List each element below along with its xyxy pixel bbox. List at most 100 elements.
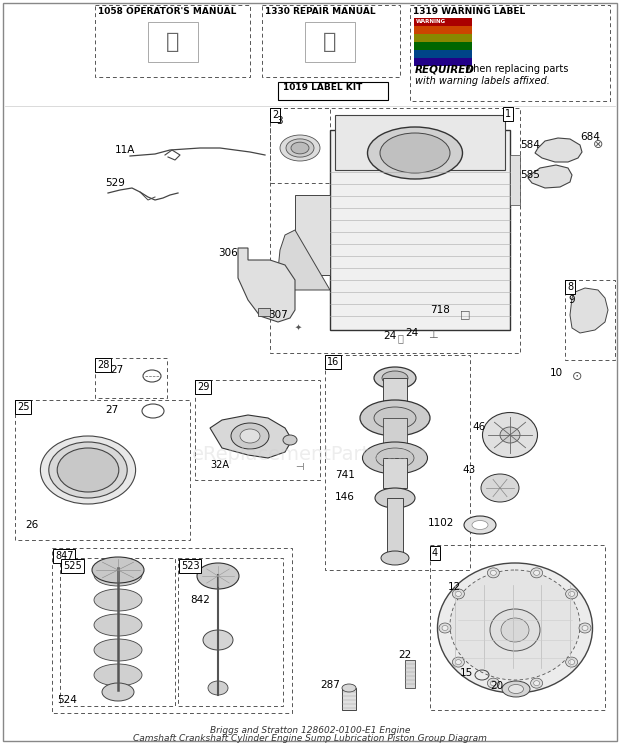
Ellipse shape [565,589,578,599]
Ellipse shape [490,571,497,575]
Text: 29: 29 [197,382,210,392]
Bar [95,5,250,77]
Text: 1058 OPERATOR'S MANUAL: 1058 OPERATOR'S MANUAL [98,7,236,16]
Ellipse shape [286,139,314,157]
Text: 524: 524 [57,695,77,705]
Bar [195,380,320,480]
Text: ✦: ✦ [295,323,302,332]
Text: 1019 LABEL KIT: 1019 LABEL KIT [283,83,362,92]
Polygon shape [528,165,572,188]
Text: 10: 10 [550,368,563,378]
Ellipse shape [380,133,450,173]
Bar [325,355,470,570]
Text: 12: 12 [448,582,461,592]
Bar [305,22,355,62]
Text: 1330 REPAIR MANUAL: 1330 REPAIR MANUAL [265,7,376,16]
Text: 15: 15 [460,668,473,678]
Text: ⊗: ⊗ [593,138,603,151]
Bar [270,108,330,183]
Bar [60,558,175,706]
Bar [95,358,167,398]
Ellipse shape [455,591,461,597]
Text: 25: 25 [17,402,30,412]
Ellipse shape [487,568,499,578]
Text: 146: 146 [335,492,355,502]
Text: 1102: 1102 [428,518,454,528]
Text: Camshaft Crankshaft Cylinder Engine Sump Lubrication Piston Group Diagram: Camshaft Crankshaft Cylinder Engine Sump… [133,734,487,743]
Ellipse shape [382,371,408,385]
Ellipse shape [360,400,430,436]
Text: □: □ [460,309,471,319]
Text: ⊣: ⊣ [295,462,304,472]
Ellipse shape [291,142,309,154]
Bar [52,548,292,713]
Ellipse shape [381,551,409,565]
Text: 523: 523 [181,561,200,571]
Ellipse shape [375,488,415,508]
Text: 1319 WARNING LABEL: 1319 WARNING LABEL [413,7,525,16]
Text: eReplacementParts.com: eReplacementParts.com [192,446,428,464]
Ellipse shape [531,568,542,578]
Polygon shape [570,288,608,333]
Bar [414,26,472,33]
Text: 287: 287 [320,680,340,690]
Text: with warning labels affixed.: with warning labels affixed. [415,76,550,86]
Bar [387,498,403,558]
Text: 8: 8 [567,282,573,292]
Bar [414,34,472,42]
Bar [430,545,605,710]
Text: 307: 307 [268,310,288,320]
Text: 📗: 📗 [166,32,180,52]
Text: 📗: 📗 [323,32,337,52]
Bar [414,50,472,57]
Text: 24: 24 [383,331,396,341]
Ellipse shape [231,423,269,449]
Ellipse shape [40,436,136,504]
Text: 4: 4 [432,548,438,558]
Ellipse shape [368,127,463,179]
Text: ⊙: ⊙ [572,370,583,383]
Ellipse shape [569,660,575,664]
Text: 22: 22 [398,650,411,660]
Text: WARNING: WARNING [416,19,446,24]
Text: 24: 24 [405,328,418,338]
Ellipse shape [102,683,134,701]
Ellipse shape [490,681,497,686]
Ellipse shape [482,412,538,458]
Ellipse shape [203,630,233,650]
Ellipse shape [374,407,416,429]
Ellipse shape [94,589,142,611]
Ellipse shape [501,618,529,642]
Ellipse shape [490,609,540,651]
Text: 306: 306 [218,248,237,258]
Ellipse shape [569,591,575,597]
Ellipse shape [49,442,127,498]
Bar [335,115,505,170]
Bar [262,5,400,77]
Text: 26: 26 [25,520,38,530]
Ellipse shape [57,448,119,492]
Text: 585: 585 [520,170,540,180]
Ellipse shape [502,681,530,697]
Ellipse shape [565,657,578,667]
Bar [270,108,520,353]
Text: 847: 847 [55,551,74,561]
Ellipse shape [442,626,448,630]
Ellipse shape [453,589,464,599]
Ellipse shape [363,442,428,474]
Text: 46: 46 [472,422,485,432]
Ellipse shape [534,681,539,686]
Polygon shape [210,415,292,458]
Text: REQUIRED: REQUIRED [415,64,475,74]
Ellipse shape [455,660,461,664]
Text: 842: 842 [190,595,210,605]
Text: 27: 27 [105,405,118,415]
Text: 584: 584 [520,140,540,150]
Ellipse shape [464,516,496,534]
Bar [383,378,407,408]
Text: 525: 525 [63,561,82,571]
Ellipse shape [531,679,542,688]
Bar [330,130,510,330]
Ellipse shape [438,563,593,693]
Text: ⬧: ⬧ [398,333,404,343]
